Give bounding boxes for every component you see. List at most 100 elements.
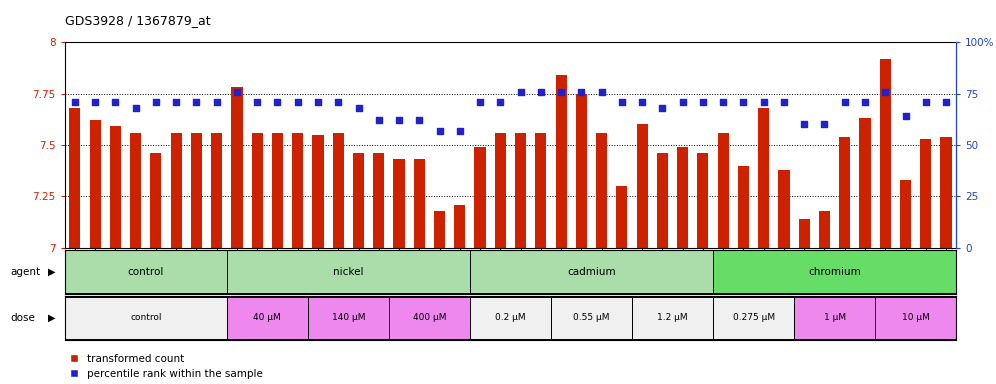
Point — [735, 99, 751, 105]
Bar — [535, 132, 547, 248]
Point — [796, 121, 812, 127]
Bar — [231, 88, 242, 248]
Point — [431, 127, 447, 134]
Bar — [313, 135, 324, 248]
Bar — [413, 159, 425, 248]
Text: 40 μM: 40 μM — [253, 313, 281, 322]
Point — [837, 99, 853, 105]
Point — [614, 99, 629, 105]
Point — [351, 105, 367, 111]
Bar — [434, 211, 445, 248]
Bar — [90, 120, 101, 248]
Point — [594, 88, 610, 94]
Bar — [840, 137, 851, 248]
Point — [310, 99, 326, 105]
Text: ▶: ▶ — [48, 313, 56, 323]
Bar — [879, 59, 890, 248]
Bar — [130, 132, 141, 248]
Point — [67, 99, 83, 105]
Text: 0.275 μM: 0.275 μM — [732, 313, 775, 322]
Bar — [677, 147, 688, 248]
Point — [897, 113, 913, 119]
Point — [371, 117, 386, 123]
Text: agent: agent — [10, 266, 40, 277]
Bar — [191, 132, 202, 248]
Point — [533, 88, 549, 94]
Bar — [717, 132, 729, 248]
Bar — [738, 166, 749, 248]
Bar — [495, 132, 506, 248]
Bar — [70, 108, 81, 248]
Text: 0.2 μM: 0.2 μM — [495, 313, 526, 322]
Bar — [470, 250, 713, 293]
Point — [492, 99, 508, 105]
Point — [108, 99, 124, 105]
Bar — [515, 132, 526, 248]
Text: control: control — [130, 313, 161, 322]
Bar — [656, 153, 668, 248]
Bar — [794, 296, 875, 339]
Point — [674, 99, 690, 105]
Point — [634, 99, 650, 105]
Point — [391, 117, 407, 123]
Bar — [799, 219, 810, 248]
Point — [938, 99, 954, 105]
Bar — [632, 296, 713, 339]
Bar — [150, 153, 161, 248]
Point — [148, 99, 164, 105]
Bar — [227, 296, 308, 339]
Point — [331, 99, 347, 105]
Bar — [713, 250, 956, 293]
Point — [574, 88, 590, 94]
Point — [88, 99, 104, 105]
Point — [513, 88, 529, 94]
Bar — [211, 132, 222, 248]
Point — [411, 117, 427, 123]
Bar — [374, 153, 384, 248]
Point — [877, 88, 893, 94]
Bar — [292, 132, 304, 248]
Text: cadmium: cadmium — [567, 266, 616, 277]
Text: 0.55 μM: 0.55 μM — [574, 313, 610, 322]
Point — [857, 99, 872, 105]
Bar — [393, 159, 404, 248]
Text: GDS3928 / 1367879_at: GDS3928 / 1367879_at — [65, 14, 210, 27]
Bar — [170, 132, 181, 248]
Point — [209, 99, 225, 105]
Text: 10 μM: 10 μM — [901, 313, 929, 322]
Bar — [333, 132, 344, 248]
Bar — [617, 186, 627, 248]
Text: 400 μM: 400 μM — [412, 313, 446, 322]
Point — [917, 99, 933, 105]
Bar — [819, 211, 830, 248]
Bar — [779, 170, 790, 248]
Point — [127, 105, 143, 111]
Bar — [110, 126, 121, 248]
Bar — [474, 147, 486, 248]
Bar — [576, 94, 587, 248]
Point — [472, 99, 488, 105]
Point — [229, 88, 245, 94]
Bar — [454, 205, 465, 248]
Point — [553, 88, 569, 94]
Text: dose: dose — [10, 313, 35, 323]
Point — [817, 121, 833, 127]
Bar — [252, 132, 263, 248]
Point — [756, 99, 772, 105]
Text: ▶: ▶ — [48, 266, 56, 277]
Bar — [875, 296, 956, 339]
Text: nickel: nickel — [333, 266, 364, 277]
Bar — [713, 296, 794, 339]
Bar — [65, 296, 227, 339]
Bar — [596, 132, 608, 248]
Bar — [227, 250, 470, 293]
Bar — [272, 132, 283, 248]
Bar — [65, 250, 227, 293]
Text: control: control — [127, 266, 164, 277]
Text: 1.2 μM: 1.2 μM — [657, 313, 688, 322]
Text: 1 μM: 1 μM — [824, 313, 846, 322]
Point — [452, 127, 468, 134]
Bar — [556, 75, 567, 248]
Bar — [551, 296, 632, 339]
Legend: transformed count, percentile rank within the sample: transformed count, percentile rank withi… — [70, 354, 263, 379]
